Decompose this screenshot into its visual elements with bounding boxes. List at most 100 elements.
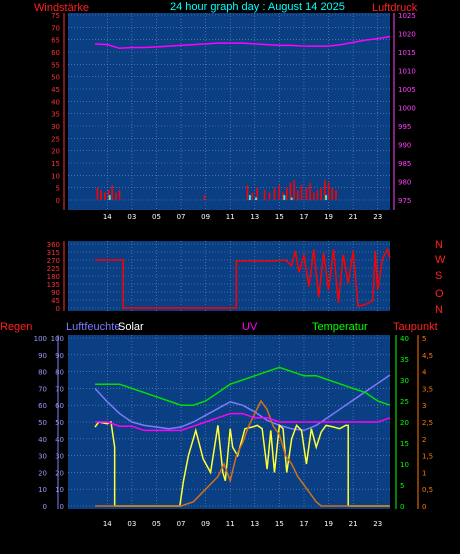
wind-tick-label: 70 [51, 24, 60, 32]
humidity-line [94, 374, 391, 432]
pressure-tick-label: 1025 [398, 12, 416, 20]
temperature-line [95, 366, 391, 406]
direction-label-n-top: N [435, 239, 443, 251]
pressure-tick-label: 1005 [398, 86, 416, 94]
humidity-tick-label: 20 [55, 469, 64, 477]
direction-tick-label: 360 [47, 241, 60, 249]
wind-tick-label: 20 [51, 148, 60, 156]
x-axis-tick-label: 03 [127, 213, 136, 221]
uv-tick-label: 3,5 [422, 385, 433, 393]
temperature-tick-label: 20 [400, 419, 409, 427]
x-axis-tick-label: 23 [373, 213, 382, 221]
uv-tick-label: 5 [422, 335, 426, 343]
pressure-tick-label: 975 [398, 197, 411, 205]
humidity-tick-label: 30 [55, 453, 64, 461]
x-axis-tick-label: 05 [152, 520, 161, 528]
rain-tick-label: 20 [38, 469, 47, 477]
uv-tick-label: 2 [422, 436, 426, 444]
temperature-tick-label: 0 [400, 503, 404, 511]
x-axis-tick-label: 13 [250, 520, 259, 528]
temperature-tick-label: 40 [400, 335, 409, 343]
temperature-tick-label: 5 [400, 482, 404, 490]
x-axis-tick-label: 09 [201, 520, 210, 528]
humidity-tick-label: 60 [55, 402, 64, 410]
rain-tick-label: 30 [38, 453, 47, 461]
x-axis-tick-label: 15 [275, 520, 284, 528]
rain-tick-label: 10 [38, 486, 47, 494]
humidity-tick-label: 10 [55, 486, 64, 494]
rain-tick-label: 50 [38, 419, 47, 427]
x-axis-tick-label: 05 [152, 213, 161, 221]
direction-tick-label: 315 [47, 249, 60, 257]
x-axis-tick-label: 19 [324, 520, 333, 528]
rain-tick-label: 40 [38, 436, 47, 444]
x-axis-tick-label: 21 [349, 520, 358, 528]
x-axis-tick-label: 11 [226, 213, 235, 221]
temperature-tick-label: 25 [400, 398, 409, 406]
humidity-tick-label: 70 [55, 385, 64, 393]
rain-tick-label: 60 [38, 402, 47, 410]
wind-tick-label: 65 [51, 37, 60, 45]
x-axis-tick-label: 17 [299, 520, 308, 528]
x-axis-tick-label: 07 [177, 213, 186, 221]
direction-tick-label: 180 [47, 273, 60, 281]
direction-tick-label: 135 [47, 281, 60, 289]
x-axis-tick-label: 09 [201, 213, 210, 221]
wind-tick-label: 30 [51, 123, 60, 131]
wind-tick-label: 40 [51, 98, 60, 106]
uv-tick-label: 0 [422, 503, 426, 511]
x-axis-tick-label: 03 [127, 520, 136, 528]
direction-tick-label: 225 [47, 265, 60, 273]
x-axis-tick-label: 11 [226, 520, 235, 528]
rain-tick-label: 0 [43, 503, 47, 511]
chart-title: 24 hour graph day : August 14 2025 [170, 1, 345, 13]
data-marks [57, 13, 419, 509]
rain-tick-label: 100 [34, 335, 47, 343]
wind-tick-label: 5 [56, 185, 60, 193]
tick-labels: 7570656055504540353025201510501025102010… [34, 12, 434, 528]
wind-tick-label: 0 [56, 197, 60, 205]
x-axis-tick-label: 15 [275, 213, 284, 221]
wind-direction-line [95, 247, 391, 309]
humidity-tick-label: 100 [51, 335, 64, 343]
uv-tick-label: 0,5 [422, 486, 433, 494]
humidity-tick-label: 80 [55, 369, 64, 377]
x-axis-tick-label: 14 [103, 213, 112, 221]
x-axis-tick-label: 17 [299, 213, 308, 221]
x-axis-tick-label: 23 [373, 520, 382, 528]
uv-tick-label: 4 [422, 369, 427, 377]
solar-line [94, 420, 390, 507]
dewpoint-axis-title: Taupunkt [393, 321, 438, 333]
x-axis-tick-label: 07 [177, 520, 186, 528]
direction-tick-label: 90 [51, 289, 60, 297]
direction-label-o: O [435, 288, 444, 300]
direction-label-s: S [435, 270, 442, 282]
temperature-axis-title: Temperatur [312, 321, 368, 333]
temperature-tick-label: 15 [400, 440, 409, 448]
direction-label-n-bottom: N [435, 304, 443, 316]
direction-tick-label: 45 [51, 297, 60, 305]
pressure-tick-label: 990 [398, 142, 411, 150]
direction-label-w: W [435, 254, 446, 266]
uv-tick-label: 2,5 [422, 419, 433, 427]
rain-axis-title: Regen [0, 321, 32, 333]
humidity-tick-label: 50 [55, 419, 64, 427]
pressure-tick-label: 995 [398, 123, 411, 131]
direction-tick-label: 270 [47, 257, 60, 265]
wind-tick-label: 50 [51, 74, 60, 82]
dewpoint-line [95, 412, 391, 432]
solar-axis-title: Solar [118, 321, 144, 333]
direction-tick-label: 0 [56, 305, 60, 313]
uv-tick-label: 3 [422, 402, 426, 410]
x-axis-tick-label: 19 [324, 213, 333, 221]
humidity-tick-label: 90 [55, 352, 64, 360]
x-axis-tick-label: 21 [349, 213, 358, 221]
pressure-tick-label: 985 [398, 160, 411, 168]
pressure-line [94, 35, 391, 50]
wind-tick-label: 35 [51, 111, 60, 119]
wind-tick-label: 55 [51, 61, 60, 69]
wind-tick-label: 25 [51, 135, 60, 143]
pressure-tick-label: 1010 [398, 68, 416, 76]
temperature-tick-label: 10 [400, 461, 409, 469]
